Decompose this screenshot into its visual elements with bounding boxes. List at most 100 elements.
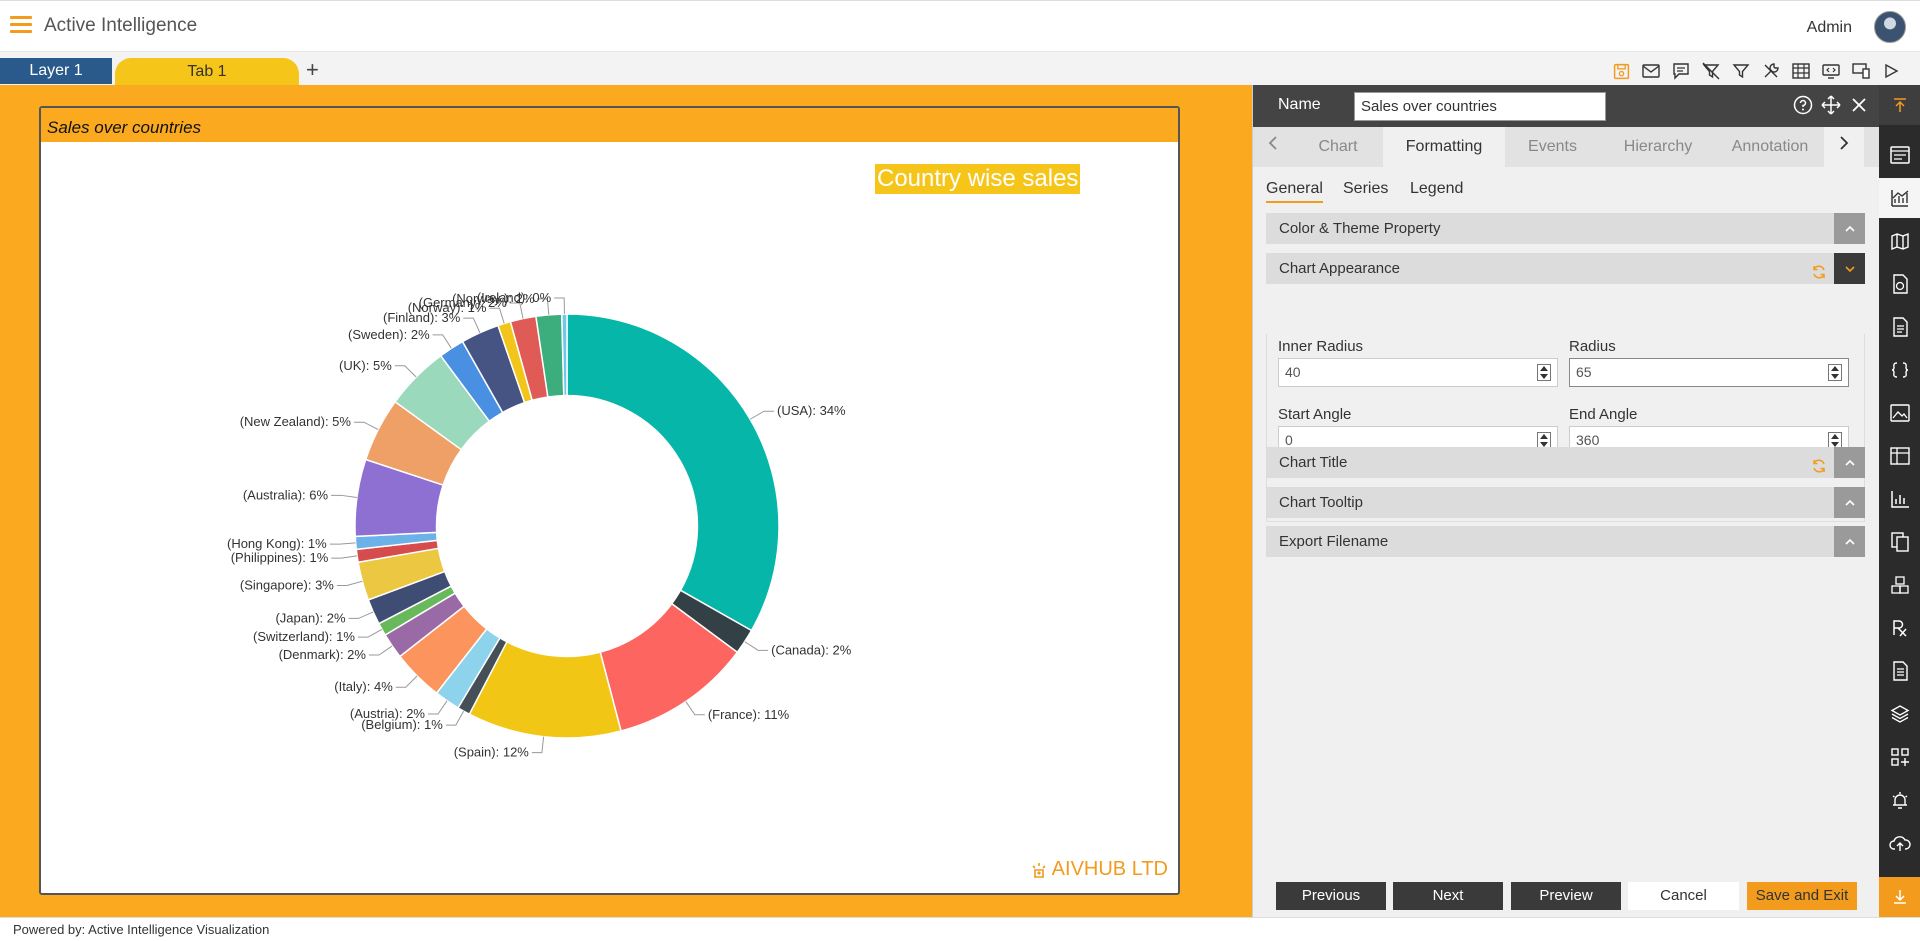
image-icon[interactable] bbox=[1879, 393, 1920, 433]
mail-icon[interactable] bbox=[1640, 60, 1662, 82]
stepper-icon[interactable] bbox=[1828, 364, 1842, 381]
inner-radius-input[interactable]: 40 bbox=[1278, 358, 1558, 387]
section-chart-tooltip[interactable]: Chart Tooltip bbox=[1266, 487, 1865, 518]
panel-header-icons bbox=[1793, 95, 1869, 120]
chevron-up-icon[interactable] bbox=[1834, 526, 1865, 557]
section-export-filename[interactable]: Export Filename bbox=[1266, 526, 1865, 557]
stepper-icon[interactable] bbox=[1537, 364, 1551, 381]
tab-formatting[interactable]: Formatting bbox=[1383, 127, 1505, 167]
play-icon[interactable] bbox=[1880, 60, 1902, 82]
bar-chart-icon[interactable] bbox=[1879, 479, 1920, 519]
document-icon[interactable] bbox=[1879, 307, 1920, 347]
table-icon[interactable] bbox=[1790, 60, 1812, 82]
clear-filter-icon[interactable] bbox=[1700, 60, 1722, 82]
label-leader-line bbox=[331, 494, 357, 498]
cloud-upload-icon[interactable] bbox=[1879, 823, 1920, 863]
layers-icon[interactable] bbox=[1879, 694, 1920, 734]
embed-icon[interactable] bbox=[1820, 60, 1842, 82]
tab-hierarchy[interactable]: Hierarchy bbox=[1623, 138, 1693, 155]
top-bar: Active Intelligence Admin bbox=[0, 0, 1920, 52]
tab-events[interactable]: Events bbox=[1528, 138, 1577, 155]
label-leader-line bbox=[537, 298, 550, 315]
filter-icon[interactable] bbox=[1730, 60, 1752, 82]
label-leader-line bbox=[744, 641, 769, 651]
dashboard-canvas: Sales over countries Country wise sales … bbox=[0, 85, 1252, 917]
refresh-icon[interactable] bbox=[1811, 454, 1827, 485]
save-and-exit-button[interactable]: Save and Exit bbox=[1747, 882, 1857, 910]
donut-chart[interactable]: (USA): 34% (Canada): 2% (France): 11% (Spai… bbox=[41, 142, 1178, 862]
section-label: Chart Appearance bbox=[1279, 260, 1400, 277]
widget-header: Sales over countries bbox=[41, 108, 1178, 142]
subtab-series[interactable]: Series bbox=[1343, 180, 1389, 197]
section-color-theme[interactable]: Color & Theme Property bbox=[1266, 213, 1865, 244]
grid-table-icon[interactable] bbox=[1879, 436, 1920, 476]
label-leader-line bbox=[336, 580, 363, 586]
code-icon[interactable] bbox=[1879, 350, 1920, 390]
start-angle-label: Start Angle bbox=[1278, 406, 1352, 423]
tab-1[interactable]: Tab 1 bbox=[115, 58, 299, 85]
refresh-icon[interactable] bbox=[1811, 260, 1827, 291]
label-leader-line bbox=[428, 700, 448, 715]
right-sidebar bbox=[1879, 85, 1920, 917]
next-button[interactable]: Next bbox=[1393, 882, 1503, 910]
notes-icon[interactable] bbox=[1879, 651, 1920, 691]
preview-button[interactable]: Preview bbox=[1511, 882, 1621, 910]
chart-icon[interactable] bbox=[1879, 178, 1920, 218]
label-leader-line bbox=[489, 307, 505, 324]
tab-chart[interactable]: Chart bbox=[1318, 138, 1358, 155]
widget-name-input[interactable] bbox=[1354, 92, 1606, 121]
label-leader-line bbox=[509, 302, 524, 319]
move-icon[interactable] bbox=[1821, 95, 1841, 120]
formula-icon[interactable] bbox=[1879, 608, 1920, 648]
alarm-icon[interactable] bbox=[1879, 780, 1920, 820]
tabs-next-icon[interactable] bbox=[1824, 127, 1864, 167]
tab-annotation[interactable]: Annotation bbox=[1731, 138, 1809, 155]
radius-value: 65 bbox=[1576, 364, 1592, 380]
collapse-up-icon[interactable] bbox=[1879, 85, 1920, 125]
chevron-up-icon[interactable] bbox=[1834, 213, 1865, 244]
radius-input[interactable]: 65 bbox=[1569, 358, 1849, 387]
download-icon[interactable] bbox=[1879, 877, 1920, 917]
pie-slice-label: (Ireland): 0% bbox=[477, 290, 552, 305]
properties-icon[interactable] bbox=[1879, 135, 1920, 175]
avatar[interactable] bbox=[1874, 11, 1906, 43]
end-angle-label: End Angle bbox=[1569, 406, 1638, 423]
add-tab-button[interactable]: + bbox=[306, 57, 319, 82]
section-chart-title[interactable]: Chart Title bbox=[1266, 447, 1865, 478]
pie-slice-label: (Germany): 2% bbox=[419, 295, 508, 310]
radius-label: Radius bbox=[1569, 338, 1616, 355]
comment-icon[interactable] bbox=[1670, 60, 1692, 82]
help-icon[interactable] bbox=[1793, 95, 1813, 120]
settings-icon[interactable] bbox=[1760, 60, 1782, 82]
pie-slice-label: (Sweden): 2% bbox=[348, 327, 430, 342]
copy-icon[interactable] bbox=[1879, 522, 1920, 562]
chart-widget[interactable]: Sales over countries Country wise sales … bbox=[39, 106, 1180, 895]
save-icon[interactable] bbox=[1610, 60, 1632, 82]
cubes-icon[interactable] bbox=[1879, 565, 1920, 605]
chevron-up-icon[interactable] bbox=[1834, 447, 1865, 478]
subtab-legend[interactable]: Legend bbox=[1410, 180, 1464, 197]
subtab-general[interactable]: General bbox=[1266, 180, 1323, 203]
label-leader-line bbox=[368, 645, 393, 656]
pie-slice[interactable] bbox=[561, 313, 568, 397]
end-angle-value: 360 bbox=[1576, 432, 1600, 448]
pie-slice[interactable] bbox=[566, 313, 780, 632]
hamburger-menu-icon[interactable] bbox=[10, 16, 32, 34]
pie-slice-label: (New Zealand): 5% bbox=[240, 414, 352, 429]
user-name[interactable]: Admin bbox=[1806, 19, 1852, 36]
map-icon[interactable] bbox=[1879, 221, 1920, 261]
section-label: Chart Tooltip bbox=[1279, 494, 1363, 511]
chevron-down-icon[interactable] bbox=[1834, 253, 1865, 284]
report-icon[interactable] bbox=[1879, 264, 1920, 304]
section-chart-appearance[interactable]: Chart Appearance bbox=[1266, 253, 1865, 284]
tab-layer-1[interactable]: Layer 1 bbox=[0, 58, 112, 84]
pie-slice-label: (Hong Kong): 1% bbox=[227, 536, 327, 551]
cancel-button[interactable]: Cancel bbox=[1628, 882, 1739, 910]
close-icon[interactable] bbox=[1849, 95, 1869, 120]
previous-button[interactable]: Previous bbox=[1276, 882, 1386, 910]
chevron-up-icon[interactable] bbox=[1834, 487, 1865, 518]
tabs-prev-icon[interactable] bbox=[1253, 127, 1293, 167]
devices-icon[interactable] bbox=[1850, 60, 1872, 82]
pie-slice-label: (Denmark): 2% bbox=[279, 647, 367, 662]
add-widget-icon[interactable] bbox=[1879, 737, 1920, 777]
